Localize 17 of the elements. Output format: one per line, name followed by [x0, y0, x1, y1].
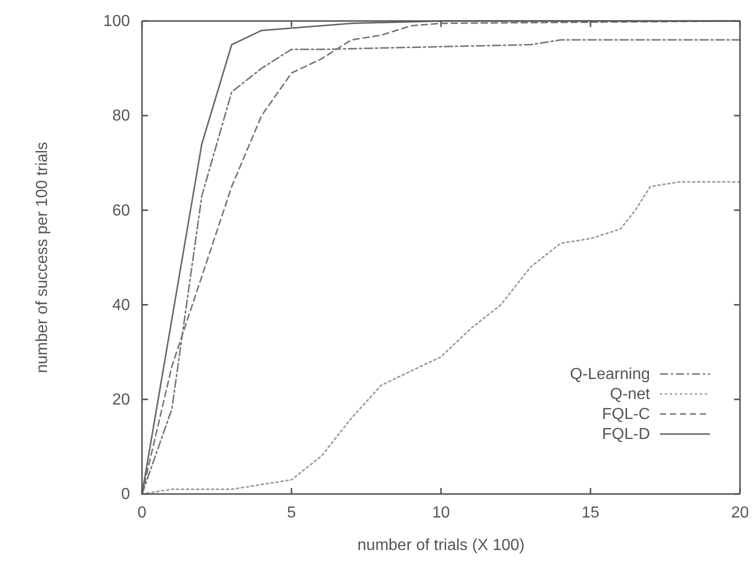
legend-label: Q-Learning [570, 366, 650, 383]
y-tick-label: 40 [112, 296, 130, 314]
x-tick-label: 5 [287, 504, 296, 522]
y-tick-label: 0 [121, 486, 130, 504]
x-tick-label: 20 [731, 504, 749, 522]
y-tick-label: 20 [112, 392, 130, 409]
x-tick-label: 10 [432, 504, 450, 522]
y-tick-label: 100 [103, 13, 130, 30]
x-axis-title: number of trials (X 100) [357, 537, 525, 554]
legend-label: Q-net [610, 386, 651, 403]
legend-label: FQL-D [602, 426, 650, 443]
x-tick-label: 15 [582, 504, 600, 522]
x-tick-label: 0 [138, 504, 147, 522]
y-axis-title: number of success per 100 trials [34, 142, 51, 374]
y-tick-label: 80 [112, 108, 130, 125]
y-tick-label: 60 [112, 202, 130, 220]
legend-label: FQL-C [602, 406, 650, 423]
